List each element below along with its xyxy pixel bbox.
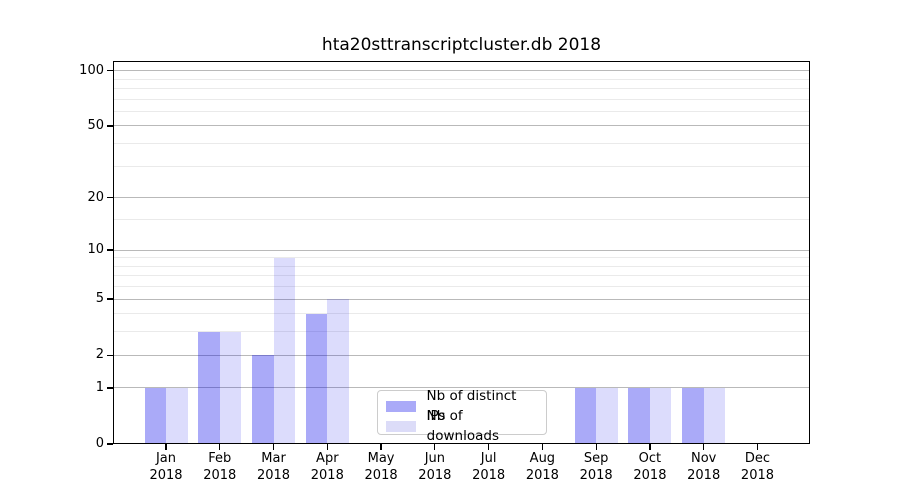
x-tick-mark-dec (756, 444, 759, 450)
gridline-minor-6 (113, 286, 810, 288)
y-tick-mark-100 (107, 70, 113, 72)
chart-title: hta20sttranscriptcluster.db 2018 (321, 35, 602, 55)
gridline-major-100 (113, 70, 810, 72)
x-tick-mark-mar (272, 444, 275, 450)
legend-label-distinct-ips: Nb of distinct IPs (426, 388, 517, 424)
x-tick-label-mar: Mar 2018 (256, 451, 291, 483)
gridline-minor-9 (113, 257, 810, 259)
y-tick-label-50: 50 (87, 117, 104, 133)
bar-nb-of-distinct-ips-nov (682, 387, 704, 444)
x-tick-label-nov: Nov 2018 (687, 451, 721, 483)
gridline-minor-4 (113, 313, 810, 315)
bar-nb-of-distinct-ips-apr (305, 313, 328, 444)
x-tick-mark-feb (219, 444, 221, 450)
x-tick-label-oct: Oct 2018 (633, 451, 667, 483)
bar-nb-of-downloads-mar (273, 257, 296, 444)
x-tick-label-sep: Sep 2018 (579, 451, 613, 483)
x-tick-label-jan: Jan 2018 (149, 451, 183, 483)
gridline-minor-70 (113, 98, 810, 100)
legend-swatch-downloads (386, 420, 416, 432)
y-tick-label-100: 100 (79, 62, 104, 78)
y-tick-mark-20 (107, 197, 113, 199)
y-tick-mark-2 (107, 354, 113, 356)
gridline-minor-60 (113, 110, 810, 112)
bar-nb-of-distinct-ips-feb (198, 331, 220, 444)
x-tick-mark-aug (541, 444, 543, 450)
minor-gridlines-layer (113, 61, 810, 444)
gridline-major-5 (113, 298, 810, 300)
gridline-minor-8 (113, 265, 810, 267)
bar-nb-of-downloads-jan (166, 387, 188, 444)
bar-nb-of-distinct-ips-oct (628, 387, 650, 444)
bar-nb-of-downloads-feb (219, 331, 242, 444)
y-tick-label-0: 0 (95, 436, 104, 451)
y-tick-label-20: 20 (87, 189, 104, 205)
y-tick-label-5: 5 (95, 291, 104, 307)
legend-label-downloads: Nb of downloads (426, 408, 499, 444)
x-tick-label-jun: Jun 2018 (418, 451, 452, 483)
gridline-minor-40 (113, 143, 810, 145)
bar-nb-of-distinct-ips-sep (574, 387, 597, 444)
y-tick-label-2: 2 (95, 347, 104, 363)
x-tick-mark-jul (488, 444, 490, 450)
gridline-major-2 (113, 354, 810, 356)
gridline-minor-3 (113, 331, 810, 333)
gridline-major-10 (113, 249, 810, 251)
y-tick-label-10: 10 (87, 242, 104, 257)
legend-swatch-distinct-ips (386, 400, 416, 412)
y-tick-mark-5 (107, 298, 113, 300)
legend-item-distinct-ips: Nb of distinct IPs (386, 388, 538, 424)
bar-nb-of-distinct-ips-mar (252, 355, 274, 444)
bars-layer (113, 61, 810, 444)
plot-frame (113, 61, 810, 444)
x-tick-label-apr: Apr 2018 (310, 451, 344, 483)
gridline-minor-90 (113, 78, 810, 80)
bar-nb-of-downloads-apr (327, 299, 349, 444)
x-tick-label-aug: Aug 2018 (525, 451, 559, 483)
legend-item-downloads: Nb of downloads (386, 408, 538, 444)
gridline-major-20 (113, 197, 810, 199)
x-tick-mark-oct (649, 444, 651, 450)
gridline-major-1 (113, 387, 810, 389)
major-gridlines-layer (113, 61, 810, 444)
x-tick-mark-jan (165, 444, 167, 450)
x-tick-mark-may (380, 444, 382, 450)
y-tick-mark-0 (107, 443, 113, 445)
x-tick-mark-nov (703, 444, 705, 450)
bar-nb-of-downloads-nov (703, 387, 726, 444)
x-tick-label-may: May 2018 (364, 451, 398, 483)
x-tick-label-dec: Dec 2018 (740, 451, 775, 483)
legend: Nb of distinct IPs Nb of downloads (377, 388, 547, 444)
bar-nb-of-downloads-oct (649, 387, 672, 444)
gridline-major-50 (113, 125, 810, 127)
x-tick-mark-jun (434, 444, 436, 450)
x-tick-label-feb: Feb 2018 (203, 451, 237, 483)
gridline-minor-80 (113, 87, 810, 89)
gridline-minor-30 (113, 165, 810, 167)
x-tick-label-jul: Jul 2018 (472, 451, 506, 483)
y-tick-label-1: 1 (95, 379, 104, 395)
x-tick-mark-apr (326, 444, 328, 450)
gridline-minor-7 (113, 275, 810, 277)
bar-nb-of-downloads-sep (596, 387, 618, 444)
x-tick-mark-sep (595, 444, 597, 450)
y-tick-mark-1 (107, 387, 113, 389)
y-tick-mark-50 (107, 125, 113, 127)
bar-nb-of-distinct-ips-jan (144, 387, 166, 444)
gridline-minor-15 (113, 219, 810, 221)
y-tick-mark-10 (107, 249, 113, 251)
